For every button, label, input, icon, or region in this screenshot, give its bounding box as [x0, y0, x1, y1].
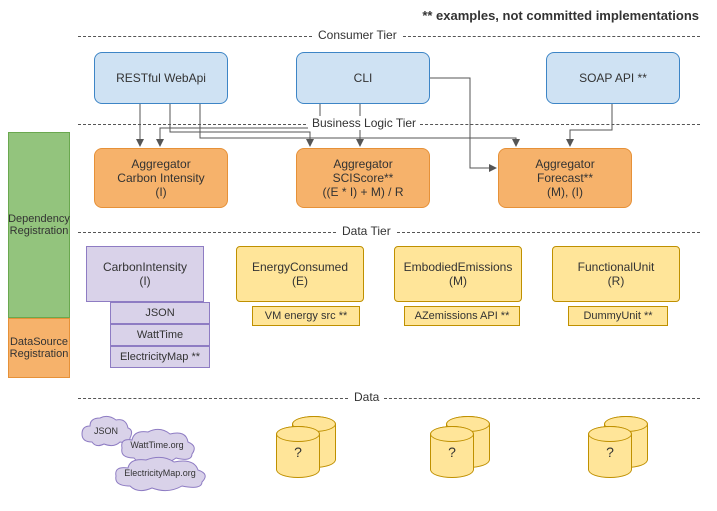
text: (E)	[292, 274, 308, 288]
text: EnergyConsumed	[252, 260, 348, 274]
text: ?	[606, 444, 614, 460]
text: (I)	[139, 274, 150, 288]
node-ci-watttime: WattTime	[110, 324, 210, 346]
tier-label-consumer: Consumer Tier	[314, 28, 401, 42]
tier-line-data-r	[392, 232, 700, 233]
node-aggregator-sciscore: Aggregator SCIScore** ((E * I) + M) / R	[296, 148, 430, 208]
tier-label-data2: Data	[350, 390, 383, 404]
text: (I)	[155, 185, 166, 199]
node-azemissions-api: AZemissions API **	[404, 306, 520, 326]
text: FunctionalUnit	[578, 260, 655, 274]
text: ?	[294, 444, 302, 460]
text: (R)	[608, 274, 625, 288]
node-energy-consumed: EnergyConsumed (E)	[236, 246, 364, 302]
tier-line-data2-r	[384, 398, 700, 399]
tier-line-data-l	[78, 232, 336, 233]
cylinder-group-3: ?	[588, 416, 658, 476]
node-embodied-emissions: EmbodiedEmissions (M)	[394, 246, 522, 302]
footnote: ** examples, not committed implementatio…	[422, 8, 699, 23]
cylinder-group-2: ?	[430, 416, 500, 476]
text: Forecast**	[537, 171, 593, 185]
tier-line-business-l	[78, 124, 306, 125]
text: Aggregator	[333, 157, 392, 171]
text: ?	[448, 444, 456, 460]
text: EmbodiedEmissions	[404, 260, 513, 274]
tier-line-data2-l	[78, 398, 348, 399]
text: (M), (I)	[547, 185, 583, 199]
text: Aggregator	[131, 157, 190, 171]
text: CarbonIntensity	[103, 260, 187, 274]
node-soap-api: SOAP API **	[546, 52, 680, 104]
node-vm-energy-src: VM energy src **	[252, 306, 360, 326]
tier-label-data: Data Tier	[338, 224, 395, 238]
cylinder-group-1: ?	[276, 416, 346, 476]
cloud-electricitymap: ElectricityMap.org	[110, 454, 210, 494]
node-aggregator-forecast: Aggregator Forecast** (M), (I)	[498, 148, 632, 208]
node-carbon-intensity: CarbonIntensity (I)	[86, 246, 204, 302]
node-restful-webapi: RESTful WebApi	[94, 52, 228, 104]
text: ((E * I) + M) / R	[323, 185, 404, 199]
text: SCIScore**	[333, 171, 394, 185]
text: Carbon Intensity	[117, 171, 204, 185]
text: (M)	[449, 274, 467, 288]
node-dummyunit: DummyUnit **	[568, 306, 668, 326]
sidebar-dependency-registration: Dependency Registration	[8, 132, 70, 318]
tier-line-business-r	[420, 124, 700, 125]
node-aggregator-carbon-intensity: Aggregator Carbon Intensity (I)	[94, 148, 228, 208]
node-cli: CLI	[296, 52, 430, 104]
tier-line-consumer	[78, 36, 312, 37]
tier-line-consumer-r	[398, 36, 700, 37]
node-functional-unit: FunctionalUnit (R)	[552, 246, 680, 302]
sidebar-datasource-registration: DataSource Registration	[8, 318, 70, 378]
text: Aggregator	[535, 157, 594, 171]
tier-label-business: Business Logic Tier	[308, 116, 420, 130]
node-ci-json: JSON	[110, 302, 210, 324]
node-ci-electricitymap: ElectricityMap **	[110, 346, 210, 368]
